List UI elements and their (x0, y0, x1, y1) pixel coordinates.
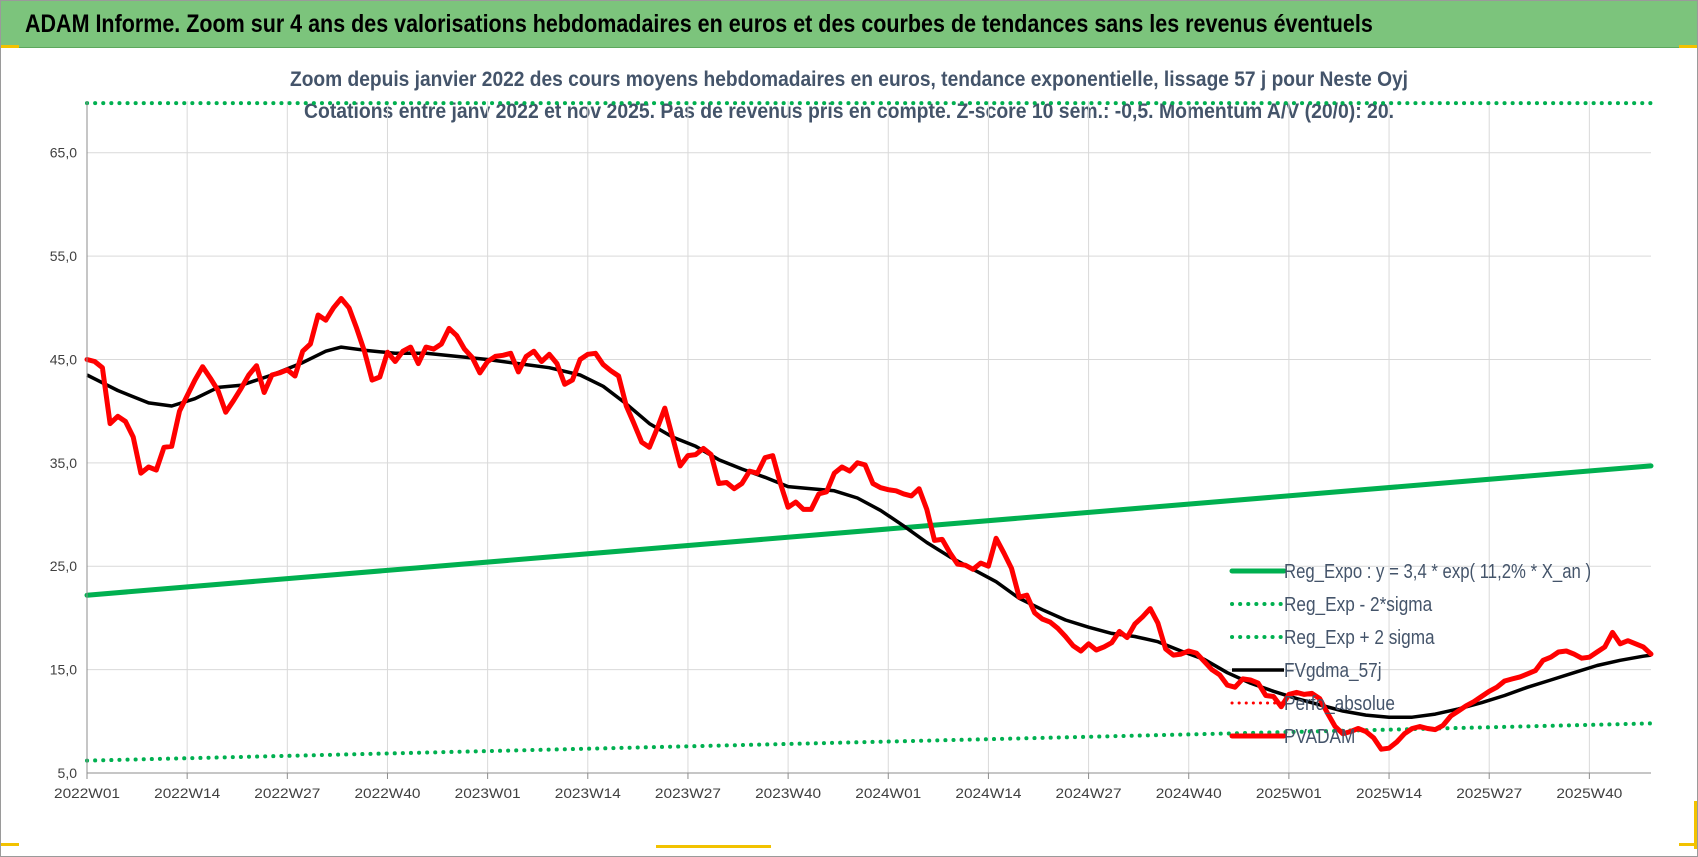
x-tick-label: 2023W14 (555, 785, 621, 801)
x-tick-label: 2024W01 (855, 785, 921, 801)
y-tick-label: 45,0 (50, 351, 77, 367)
x-tick-label: 2024W40 (1156, 785, 1222, 801)
legend-label: Reg_Expo : y = 3,4 * exp( 11,2% * X_an ) (1284, 561, 1591, 583)
series-fvgdma (86, 345, 1652, 719)
x-tick-label: 2023W40 (755, 785, 821, 801)
x-tick-label: 2024W14 (955, 785, 1021, 801)
legend: Reg_Expo : y = 3,4 * exp( 11,2% * X_an )… (1229, 561, 1591, 748)
legend-label: Reg_Exp - 2*sigma (1284, 594, 1433, 616)
series-pvadam (84, 296, 1654, 752)
legend-label: FVgdma_57j (1284, 660, 1382, 682)
title-banner: ADAM Informe. Zoom sur 4 ans des valoris… (1, 1, 1697, 48)
series-lines (84, 101, 1654, 763)
x-tick-label: 2025W01 (1256, 785, 1322, 801)
legend-label: PVADAM (1284, 726, 1355, 748)
legend-label: Reg_Exp + 2 sigma (1284, 627, 1435, 649)
corner-mark-bottom-mid (656, 845, 771, 848)
x-tick-label: 2025W27 (1456, 785, 1522, 801)
axes: 5,0 15,0 25,0 35,0 45,0 55,0 65,0 2022W01 2022W1… (50, 101, 1651, 801)
corner-mark-bottom-left (1, 843, 19, 846)
x-tick-label: 2022W14 (154, 785, 220, 801)
series-reg-exp-minus (85, 721, 1653, 763)
x-tick-label: 2023W27 (655, 785, 721, 801)
chart-title-line-1: Zoom depuis janvier 2022 des cours moyen… (290, 68, 1408, 91)
y-tick-label: 15,0 (50, 662, 77, 678)
corner-mark-right (1694, 801, 1697, 849)
y-tick-label: 65,0 (50, 145, 77, 161)
legend-label: Perfo_absolue (1284, 693, 1395, 715)
y-tick-label: 55,0 (50, 248, 77, 264)
x-tick-label: 2025W14 (1356, 785, 1422, 801)
gridlines (86, 101, 1651, 774)
corner-mark-top-left (1, 45, 19, 48)
series-reg-expo (84, 463, 1654, 598)
y-tick-label: 35,0 (50, 455, 77, 471)
x-tick-label: 2022W40 (354, 785, 420, 801)
x-tick-label: 2024W27 (1056, 785, 1122, 801)
x-tick-label: 2022W01 (54, 785, 120, 801)
corner-mark-bottom-right (1679, 843, 1697, 846)
y-tick-label: 5,0 (58, 765, 78, 781)
corner-mark-top-right (1679, 45, 1697, 48)
x-tick-label: 2023W01 (455, 785, 521, 801)
y-tick-label: 25,0 (50, 558, 77, 574)
x-tick-label: 2022W27 (254, 785, 320, 801)
banner-title: ADAM Informe. Zoom sur 4 ans des valoris… (25, 10, 1373, 38)
x-tick-label: 2025W40 (1556, 785, 1622, 801)
chart-title-line-2: Cotations entre janv 2022 et nov 2025. P… (304, 100, 1394, 123)
